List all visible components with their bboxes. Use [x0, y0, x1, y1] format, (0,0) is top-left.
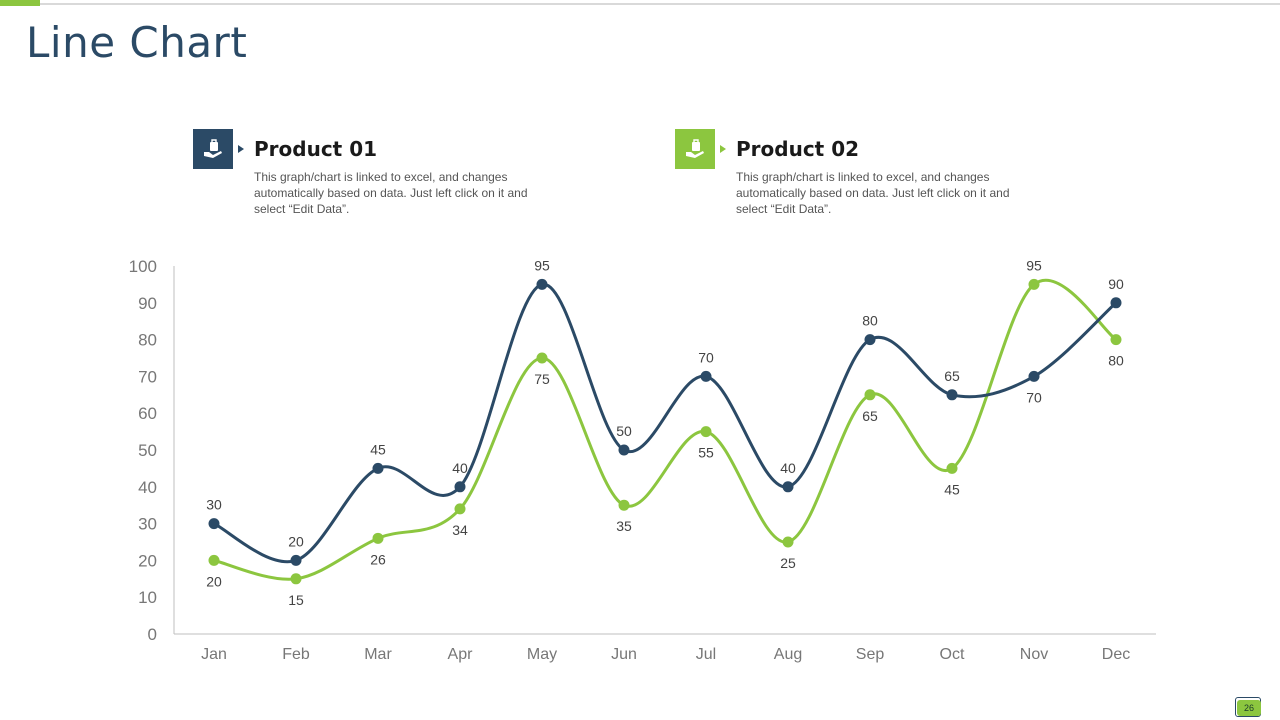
data-point-product-02 — [1110, 334, 1122, 346]
data-label: 50 — [616, 423, 632, 439]
data-label: 80 — [862, 313, 878, 329]
data-label: 45 — [944, 481, 960, 497]
header-rule — [0, 3, 1280, 5]
data-label: 26 — [370, 551, 386, 567]
legend-pointer-icon — [720, 145, 726, 153]
data-point-product-02 — [864, 389, 876, 401]
x-tick-label: Aug — [774, 646, 802, 663]
x-tick-label: Dec — [1102, 646, 1130, 663]
x-tick-label: Apr — [448, 646, 474, 663]
y-tick-label: 10 — [138, 588, 157, 607]
data-label: 90 — [1108, 276, 1124, 292]
data-point-product-01 — [782, 481, 794, 493]
y-tick-label: 80 — [138, 331, 157, 350]
hand-bag-icon — [675, 129, 715, 169]
data-label: 40 — [452, 460, 468, 476]
x-tick-label: May — [527, 646, 557, 663]
data-label: 95 — [534, 257, 550, 273]
data-point-product-01 — [208, 518, 220, 530]
y-tick-label: 60 — [138, 404, 157, 423]
y-tick-label: 50 — [138, 441, 157, 460]
data-label: 70 — [698, 349, 714, 365]
data-point-product-02 — [372, 532, 384, 544]
data-point-product-02 — [454, 503, 466, 515]
data-label: 65 — [862, 408, 878, 424]
data-label: 40 — [780, 460, 796, 476]
data-label: 20 — [288, 533, 304, 549]
page-number: 26 — [1237, 700, 1261, 716]
data-label: 70 — [1026, 389, 1042, 405]
x-tick-label: Oct — [940, 646, 965, 663]
data-point-product-01 — [1110, 297, 1122, 309]
page-title: Line Chart — [26, 18, 248, 67]
legend-description: This graph/chart is linked to excel, and… — [254, 170, 528, 216]
data-point-product-01 — [536, 278, 548, 290]
hand-bag-icon — [193, 129, 233, 169]
data-point-product-01 — [700, 370, 712, 382]
data-label: 30 — [206, 497, 222, 513]
data-point-product-01 — [372, 462, 384, 474]
y-tick-label: 90 — [138, 294, 157, 313]
data-label: 45 — [370, 441, 386, 457]
x-tick-label: Jul — [696, 646, 716, 663]
y-tick-label: 30 — [138, 515, 157, 534]
data-point-product-01 — [864, 334, 876, 346]
legend-series-name: Product 02 — [736, 137, 860, 161]
legend-product-01: Product 01 This graph/chart is linked to… — [193, 129, 553, 229]
data-point-product-01 — [946, 389, 958, 401]
x-tick-label: Feb — [282, 646, 310, 663]
x-tick-label: Jan — [201, 646, 227, 663]
data-point-product-02 — [782, 536, 794, 548]
data-point-product-01 — [1028, 370, 1040, 382]
legend-description: This graph/chart is linked to excel, and… — [736, 170, 1010, 216]
data-point-product-02 — [208, 554, 220, 566]
data-label: 15 — [288, 592, 304, 608]
y-tick-label: 70 — [138, 367, 157, 386]
data-point-product-01 — [618, 444, 630, 456]
data-label: 65 — [944, 368, 960, 384]
data-point-product-01 — [454, 481, 466, 493]
y-tick-label: 40 — [138, 478, 157, 497]
data-label: 34 — [452, 522, 468, 538]
data-label: 95 — [1026, 257, 1042, 273]
data-label: 80 — [1108, 353, 1124, 369]
x-tick-label: Nov — [1020, 646, 1048, 663]
x-tick-label: Mar — [364, 646, 392, 663]
data-point-product-02 — [290, 573, 302, 585]
data-label: 55 — [698, 445, 714, 461]
y-tick-label: 100 — [129, 257, 157, 276]
data-label: 20 — [206, 573, 222, 589]
x-tick-label: Jun — [611, 646, 637, 663]
y-tick-label: 20 — [138, 551, 157, 570]
data-point-product-02 — [536, 352, 548, 364]
legend-product-02: Product 02 This graph/chart is linked to… — [675, 129, 1035, 229]
data-label: 75 — [534, 371, 550, 387]
x-tick-label: Sep — [856, 646, 885, 663]
legend-pointer-icon — [238, 145, 244, 153]
data-point-product-02 — [1028, 278, 1040, 290]
y-tick-label: 0 — [148, 625, 157, 644]
data-point-product-02 — [618, 499, 630, 511]
data-point-product-02 — [946, 462, 958, 474]
data-label: 35 — [616, 518, 632, 534]
data-point-product-01 — [290, 554, 302, 566]
legend-series-name: Product 01 — [254, 137, 378, 161]
data-point-product-02 — [700, 426, 712, 438]
series-line-product-01 — [212, 282, 1118, 564]
header-accent-bar — [0, 0, 40, 6]
series-line-product-02 — [212, 278, 1118, 581]
data-label: 25 — [780, 555, 796, 571]
